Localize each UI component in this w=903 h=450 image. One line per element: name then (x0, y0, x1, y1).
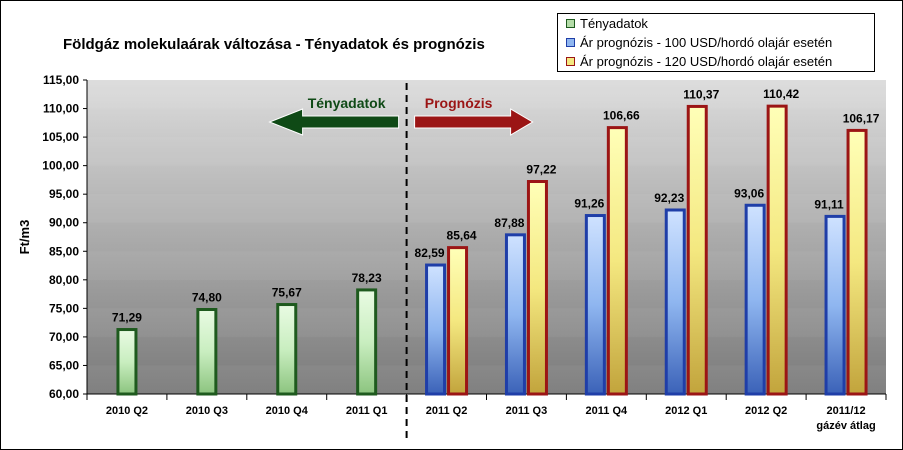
arrow-forecast (414, 108, 534, 136)
bar-forecast-100 (744, 203, 766, 396)
x-tick-label: 2011 Q2 (426, 405, 468, 417)
x-tick-label: gázév átlag (816, 420, 875, 432)
plot-band (87, 251, 886, 280)
bar-forecast-120 (526, 180, 548, 396)
data-label: 91,26 (574, 197, 604, 211)
x-tick-label: 2011 Q4 (586, 405, 628, 417)
y-tick-label: 115,00 (43, 73, 79, 87)
legend-swatch-forecast-100 (566, 38, 575, 47)
bar-actual (356, 288, 378, 396)
bar-forecast-100 (504, 233, 526, 396)
y-tick-label: 60,00 (49, 387, 79, 401)
data-label: 92,23 (654, 191, 684, 205)
data-label: 110,37 (683, 87, 719, 101)
data-label: 82,59 (415, 246, 445, 260)
y-tick-label: 80,00 (49, 273, 79, 287)
bar-forecast-120 (766, 104, 788, 396)
y-tick-label: 65,00 (49, 358, 79, 372)
bar-forecast-100 (425, 263, 447, 396)
legend-label-actual: Tényadatok (580, 16, 648, 31)
bar-actual (116, 328, 138, 396)
y-tick-label: 70,00 (49, 330, 79, 344)
data-label: 75,67 (272, 286, 302, 300)
bar-forecast-120 (846, 128, 868, 396)
bar-forecast-120 (447, 246, 469, 396)
y-tick-label: 105,00 (42, 130, 79, 144)
data-label: 110,42 (763, 87, 799, 101)
data-label: 93,06 (734, 186, 764, 200)
y-tick-label: 100,00 (42, 159, 79, 173)
y-tick-label: 90,00 (49, 216, 79, 230)
bar-actual (276, 303, 298, 396)
plot-band (87, 194, 886, 223)
arrow-actual (268, 108, 400, 136)
annotation-actual: Tényadatok (308, 95, 386, 111)
x-tick-label: 2011 Q1 (346, 405, 388, 417)
legend-label-forecast-120: Ár prognózis - 120 USD/hordó olajár eset… (580, 54, 833, 69)
x-tick-label: 2012 Q2 (745, 405, 787, 417)
y-tick-label: 95,00 (49, 187, 79, 201)
data-label: 91,11 (814, 197, 844, 211)
legend: Tényadatok Ár prognózis - 100 USD/hordó … (557, 13, 875, 72)
plot-band (87, 137, 886, 166)
legend-swatch-forecast-120 (566, 57, 575, 66)
data-label: 87,88 (494, 216, 524, 230)
bar-forecast-100 (664, 208, 686, 396)
plot-band (87, 80, 886, 109)
plot-band (87, 223, 886, 252)
data-label: 106,17 (843, 111, 880, 125)
data-label: 85,64 (447, 229, 477, 243)
y-axis-label: Ft/m3 (17, 220, 32, 255)
legend-swatch-actual (566, 19, 575, 28)
bar-actual (196, 308, 218, 396)
annotation-forecast: Prognózis (425, 95, 493, 111)
data-label: 106,66 (603, 109, 640, 123)
x-tick-label: 2010 Q3 (186, 405, 228, 417)
bar-forecast-120 (606, 126, 628, 396)
bar-forecast-100 (584, 214, 606, 396)
data-label: 97,22 (526, 163, 556, 177)
legend-label-forecast-100: Ár prognózis - 100 USD/hordó olajár eset… (580, 35, 833, 50)
y-tick-label: 85,00 (49, 244, 79, 258)
data-label: 71,29 (112, 311, 142, 325)
x-tick-label: 2012 Q1 (665, 405, 707, 417)
data-label: 74,80 (192, 291, 222, 305)
data-label: 78,23 (352, 271, 382, 285)
x-tick-label: 2011 Q3 (506, 405, 548, 417)
y-tick-label: 75,00 (49, 301, 79, 315)
bar-forecast-120 (686, 104, 708, 396)
bar-forecast-100 (824, 214, 846, 396)
x-tick-label: 2010 Q2 (106, 405, 148, 417)
x-tick-label: 2011/12 (826, 405, 865, 417)
x-tick-label: 2010 Q4 (266, 405, 309, 417)
plot-band (87, 166, 886, 195)
chart-title: Földgáz molekulaárak változása - Tényada… (63, 36, 485, 53)
y-tick-label: 110,00 (43, 102, 79, 116)
